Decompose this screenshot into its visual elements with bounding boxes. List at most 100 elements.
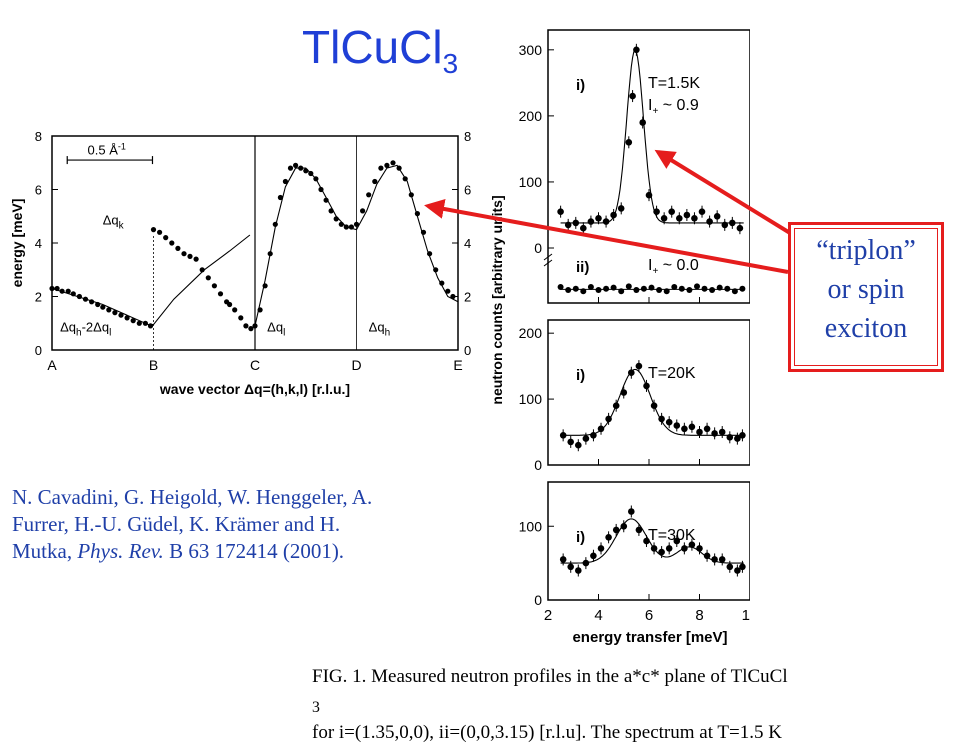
profile-point [696, 545, 703, 552]
dispersion-point [169, 240, 175, 246]
profile-point-ii [724, 285, 731, 292]
profile-point [658, 548, 665, 556]
dispersion-point [338, 221, 344, 227]
dispersion-point [420, 229, 427, 235]
profile-point [681, 425, 688, 433]
dispersion-point [272, 221, 278, 227]
profile-point [587, 218, 595, 225]
profile-point [582, 435, 590, 442]
profile-point [605, 415, 612, 423]
dispersion-point [402, 176, 408, 182]
x-tick-label: C [250, 357, 260, 373]
dispersion-point [217, 291, 224, 297]
profile-point [673, 422, 681, 429]
panel-index-label-ii: ii) [576, 259, 589, 276]
dispersion-point [157, 229, 163, 235]
profile-point [590, 432, 597, 439]
profile-point [713, 213, 721, 220]
intensity-value: ~ 0.0 [658, 257, 699, 274]
profile-point [726, 563, 734, 571]
y-axis-label: energy [meV] [9, 199, 25, 288]
dispersion-point [450, 293, 456, 300]
dispersion-point [390, 160, 396, 166]
x-tick-label: 4 [594, 607, 602, 624]
dispersion-point [49, 285, 55, 292]
profile-point [635, 362, 643, 370]
profile-point [665, 545, 673, 552]
profile-point [658, 415, 665, 423]
y-tick-label-left: 2 [35, 290, 42, 305]
profile-point [691, 215, 698, 222]
dispersion-point [433, 267, 439, 273]
profile-point [617, 205, 625, 212]
profile-point [736, 224, 744, 232]
dispersion-point [89, 299, 95, 305]
y-tick-label-right: 4 [464, 236, 471, 251]
dispersion-point [248, 326, 254, 332]
segment-label-part: -2Δq [82, 319, 109, 334]
profile-point [698, 208, 706, 215]
scale-bar-label: 0.5 Å-1 [88, 142, 126, 158]
profile-point [559, 432, 567, 439]
y-tick-label-right: 0 [464, 343, 471, 358]
profile-point-ii [716, 284, 723, 291]
profile-point [650, 402, 658, 410]
profile-point [567, 438, 574, 446]
profile-point [711, 556, 718, 563]
dispersion-point [348, 224, 354, 230]
caption-line-1-sub: 3 [312, 698, 320, 716]
y-tick-label-left: 4 [35, 236, 42, 251]
dispersion-point [333, 216, 339, 222]
profile-point [734, 567, 741, 574]
x-tick-label: A [47, 357, 57, 373]
citation-line-3: Mutka, Phys. Rev. B 63 172414 (2001). [12, 538, 482, 565]
y-tick-label: 0 [534, 457, 542, 473]
profile-point [580, 224, 587, 232]
profile-point [639, 119, 646, 126]
profile-point [582, 559, 590, 567]
profile-point [668, 208, 675, 215]
profile-point [633, 46, 640, 54]
dispersion-point [282, 178, 288, 185]
y-tick-label-right: 8 [464, 129, 471, 144]
profile-point [676, 215, 683, 222]
dispersion-point [360, 208, 366, 214]
profile-point [575, 441, 582, 449]
profile-point [718, 428, 726, 436]
profile-point-ii [595, 287, 602, 293]
profile-point [739, 432, 746, 439]
profile-point [665, 418, 673, 426]
dispersion-point [163, 235, 169, 241]
dispersion-point [238, 315, 244, 321]
profile-point-ii [565, 287, 572, 293]
y-tick-label-left: 6 [35, 183, 42, 198]
profile-point [643, 537, 650, 545]
dispersion-point [303, 168, 309, 174]
profile-point-ii [648, 284, 655, 291]
title-subscript: 3 [442, 48, 459, 80]
dispersion-point [328, 208, 334, 214]
x-tick-label: 2 [544, 607, 552, 624]
panel-index-label: i) [576, 529, 585, 546]
dispersion-point [112, 310, 118, 316]
x-axis-label: wave vector Δq=(h,k,l) [r.l.u.] [159, 381, 350, 397]
profile-point [572, 219, 580, 227]
segment-label-sub: k [119, 220, 125, 231]
triplon-callout-box: “triplon” or spin exciton [788, 222, 944, 372]
profile-point-ii [557, 284, 564, 290]
x-tick-label: 10 [742, 607, 750, 624]
dispersion-point [95, 301, 101, 308]
profile-point-ii [731, 288, 738, 295]
panel-temperature: T=1.5K [648, 75, 700, 92]
panel-temperature: T=20K [648, 365, 696, 382]
dispersion-point [76, 293, 82, 300]
x-tick-label: B [149, 357, 158, 373]
y-tick-label-right: 2 [464, 290, 471, 305]
dispersion-point [414, 211, 420, 217]
dispersion-point [227, 301, 233, 308]
x-tick-label: D [351, 357, 361, 373]
dispersion-point [372, 178, 378, 185]
profile-point [643, 382, 650, 390]
profile-point [683, 211, 691, 219]
